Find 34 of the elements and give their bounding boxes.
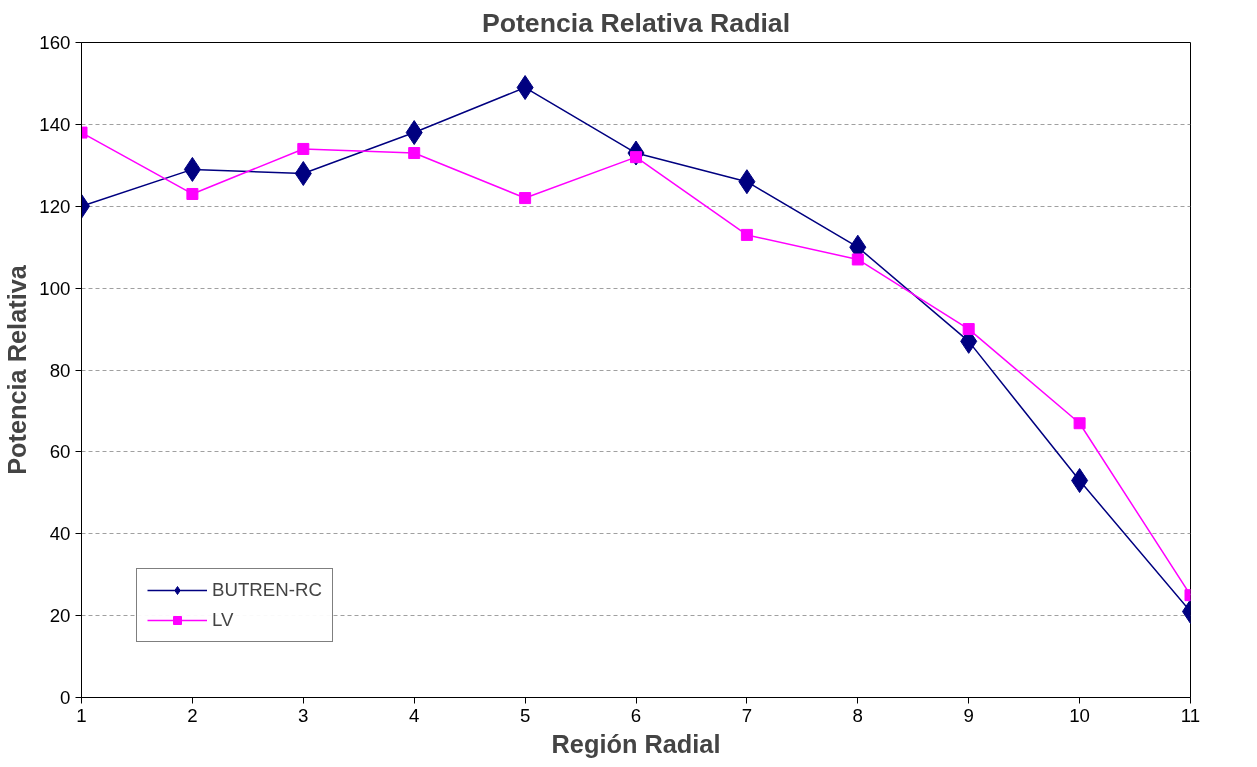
y-tick-label: 80 (49, 359, 71, 381)
point (294, 161, 312, 186)
x-tick-label: 1 (76, 704, 87, 726)
legend-label: BUTREN-RC (212, 579, 322, 601)
legend-label: LV (212, 609, 234, 631)
y-tick-label: 0 (60, 687, 71, 708)
x-tick-label: 5 (519, 704, 531, 726)
y-tick-label: 60 (49, 441, 71, 463)
x-tick-label: 11 (1180, 704, 1201, 726)
point (519, 192, 532, 205)
point (297, 142, 310, 155)
x-tick-label: 7 (741, 704, 753, 726)
x-tick-label: 9 (963, 704, 974, 726)
point (186, 187, 199, 200)
point (408, 147, 421, 160)
x-tick-label: 8 (852, 704, 863, 726)
point (962, 323, 975, 336)
point (740, 228, 753, 241)
x-tick-label: 3 (298, 704, 309, 726)
point (851, 253, 864, 266)
x-axis-title: Región Radial (551, 729, 721, 758)
x-tick-label: 6 (630, 704, 642, 726)
y-tick-label: 140 (39, 113, 71, 135)
y-tick-label: 100 (39, 277, 71, 299)
x-tick-label: 10 (1069, 704, 1090, 726)
x-tick-label: 4 (409, 704, 420, 726)
y-tick-label: 160 (39, 32, 71, 53)
chart-title: Potencia Relativa Radial (481, 7, 791, 38)
y-tick-label: 120 (39, 195, 71, 217)
x-tick-label: 2 (187, 704, 198, 726)
y-tick-label: 20 (49, 605, 71, 627)
y-axis-title: Potencia Relativa (3, 264, 32, 475)
point (1073, 417, 1086, 430)
y-tick-label: 40 (49, 523, 71, 545)
